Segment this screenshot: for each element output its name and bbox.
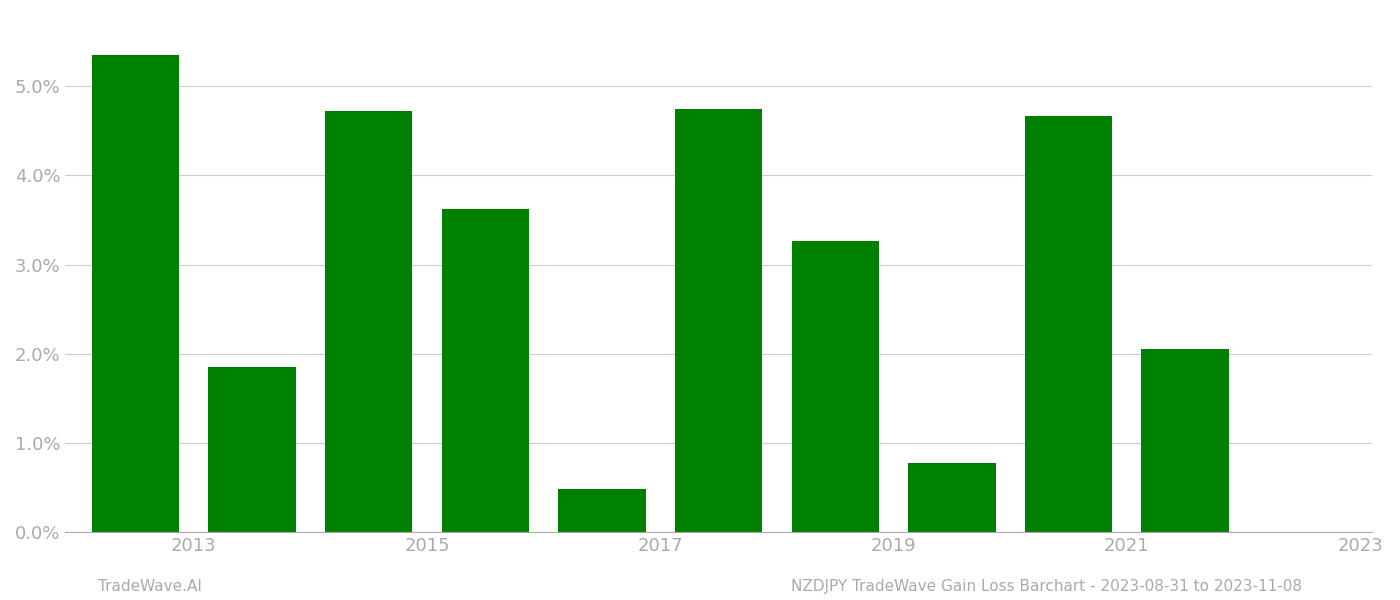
Bar [559,490,645,532]
Bar [1141,349,1229,532]
Bar [675,109,763,532]
Bar [441,209,529,532]
Bar [909,463,995,532]
Bar [209,367,295,532]
Bar [92,55,179,532]
Text: NZDJPY TradeWave Gain Loss Barchart - 2023-08-31 to 2023-11-08: NZDJPY TradeWave Gain Loss Barchart - 20… [791,579,1302,594]
Bar [791,241,879,532]
Bar [325,111,413,532]
Text: TradeWave.AI: TradeWave.AI [98,579,202,594]
Bar [1025,116,1112,532]
